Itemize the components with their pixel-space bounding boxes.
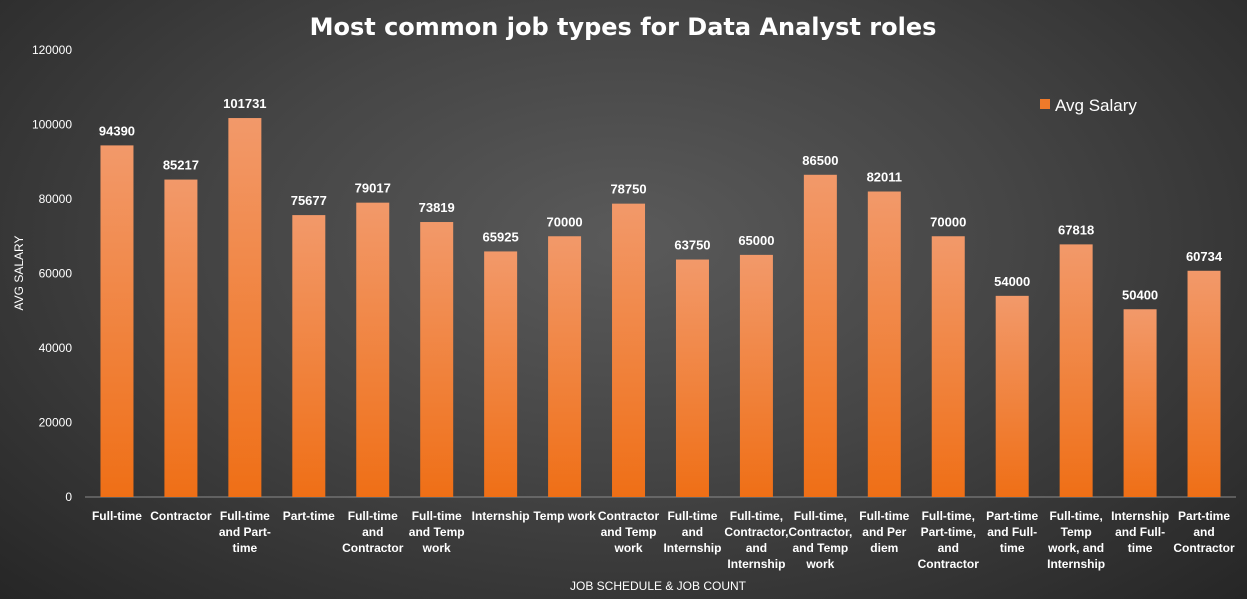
y-tick-label: 100000 [32, 118, 72, 132]
x-tick-label: Full-time [92, 509, 142, 523]
x-tick-label: Full-time and Temp work [409, 509, 465, 555]
x-tick-label: Full-time and Contractor [342, 509, 404, 555]
x-tick-label: Full-time, Part-time, and Contractor [918, 509, 980, 571]
bar [420, 222, 454, 497]
legend-label: Avg Salary [1055, 96, 1137, 115]
x-tick-label: Temp work [533, 509, 596, 523]
x-tick-label: Full-time and Per diem [859, 509, 909, 555]
y-tick-label: 20000 [39, 416, 73, 430]
y-tick-label: 80000 [39, 192, 73, 206]
bar [356, 202, 390, 497]
x-tick-label: Contractor [150, 509, 212, 523]
data-label: 65925 [483, 229, 519, 244]
x-axis: Full-time Contractor Full-time and Part-tim… [92, 509, 1235, 571]
x-tick-label: Internship and Full-time [1111, 509, 1169, 555]
data-label: 63750 [674, 238, 710, 253]
bar [995, 295, 1029, 497]
bar [1187, 270, 1221, 497]
data-label: 60734 [1186, 249, 1223, 264]
x-tick-label: Part-time and Full-time [986, 509, 1038, 555]
bar [931, 236, 965, 497]
y-tick-label: 0 [65, 490, 72, 504]
bar [803, 174, 837, 497]
data-labels-group: 94390 85217 101731 75677 79017 73819 65925 7000… [99, 96, 1223, 302]
x-tick-label: Part-time and Contractor [1173, 509, 1235, 555]
legend-swatch [1040, 99, 1050, 109]
bar [1059, 244, 1093, 497]
x-tick-label: Full-time, Contractor, and Internship [724, 509, 788, 571]
y-axis: 0 20000 40000 60000 80000 100000 120000 [32, 43, 72, 504]
data-label: 86500 [802, 153, 838, 168]
x-tick-label: Contractor and Temp work [598, 509, 660, 555]
data-label: 82011 [867, 170, 902, 185]
data-label: 75677 [291, 193, 327, 208]
x-tick-label: Full-time and Internship [663, 509, 721, 555]
x-axis-title: JOB SCHEDULE & JOB COUNT [570, 579, 747, 593]
y-tick-label: 40000 [39, 341, 73, 355]
data-label: 85217 [163, 158, 199, 173]
y-tick-label: 120000 [32, 43, 72, 57]
data-label: 65000 [738, 233, 774, 248]
bar [292, 215, 326, 497]
bar [612, 203, 646, 497]
x-tick-label: Full-time, Contractor, and Temp work [788, 509, 852, 571]
data-label: 70000 [930, 214, 966, 229]
legend: Avg Salary [1040, 96, 1137, 115]
chart-title: Most common job types for Data Analyst r… [310, 13, 937, 41]
data-label: 79017 [355, 181, 391, 196]
x-tick-label: Full-time and Part-time [219, 509, 271, 555]
data-label: 78750 [610, 182, 646, 197]
bar [164, 179, 198, 497]
bar [484, 251, 518, 497]
data-label: 70000 [547, 214, 583, 229]
data-label: 101731 [223, 96, 266, 111]
bar [739, 254, 773, 497]
bar [100, 145, 134, 497]
x-tick-label: Part-time [283, 509, 335, 523]
y-tick-label: 60000 [39, 267, 73, 281]
bar [867, 191, 901, 497]
bar [675, 259, 709, 497]
data-label: 54000 [994, 274, 1030, 289]
x-tick-label: Full-time, Temp work, and Internship [1047, 509, 1105, 571]
data-label: 73819 [419, 200, 455, 215]
data-label: 67818 [1058, 222, 1094, 237]
data-label: 94390 [99, 123, 135, 138]
x-tick-label: Internship [472, 509, 530, 523]
bar [548, 236, 582, 497]
bar [228, 118, 262, 497]
bars-group [100, 118, 1221, 497]
data-label: 50400 [1122, 287, 1158, 302]
y-axis-title: AVG SALARY [12, 236, 26, 311]
bar [1123, 309, 1157, 497]
